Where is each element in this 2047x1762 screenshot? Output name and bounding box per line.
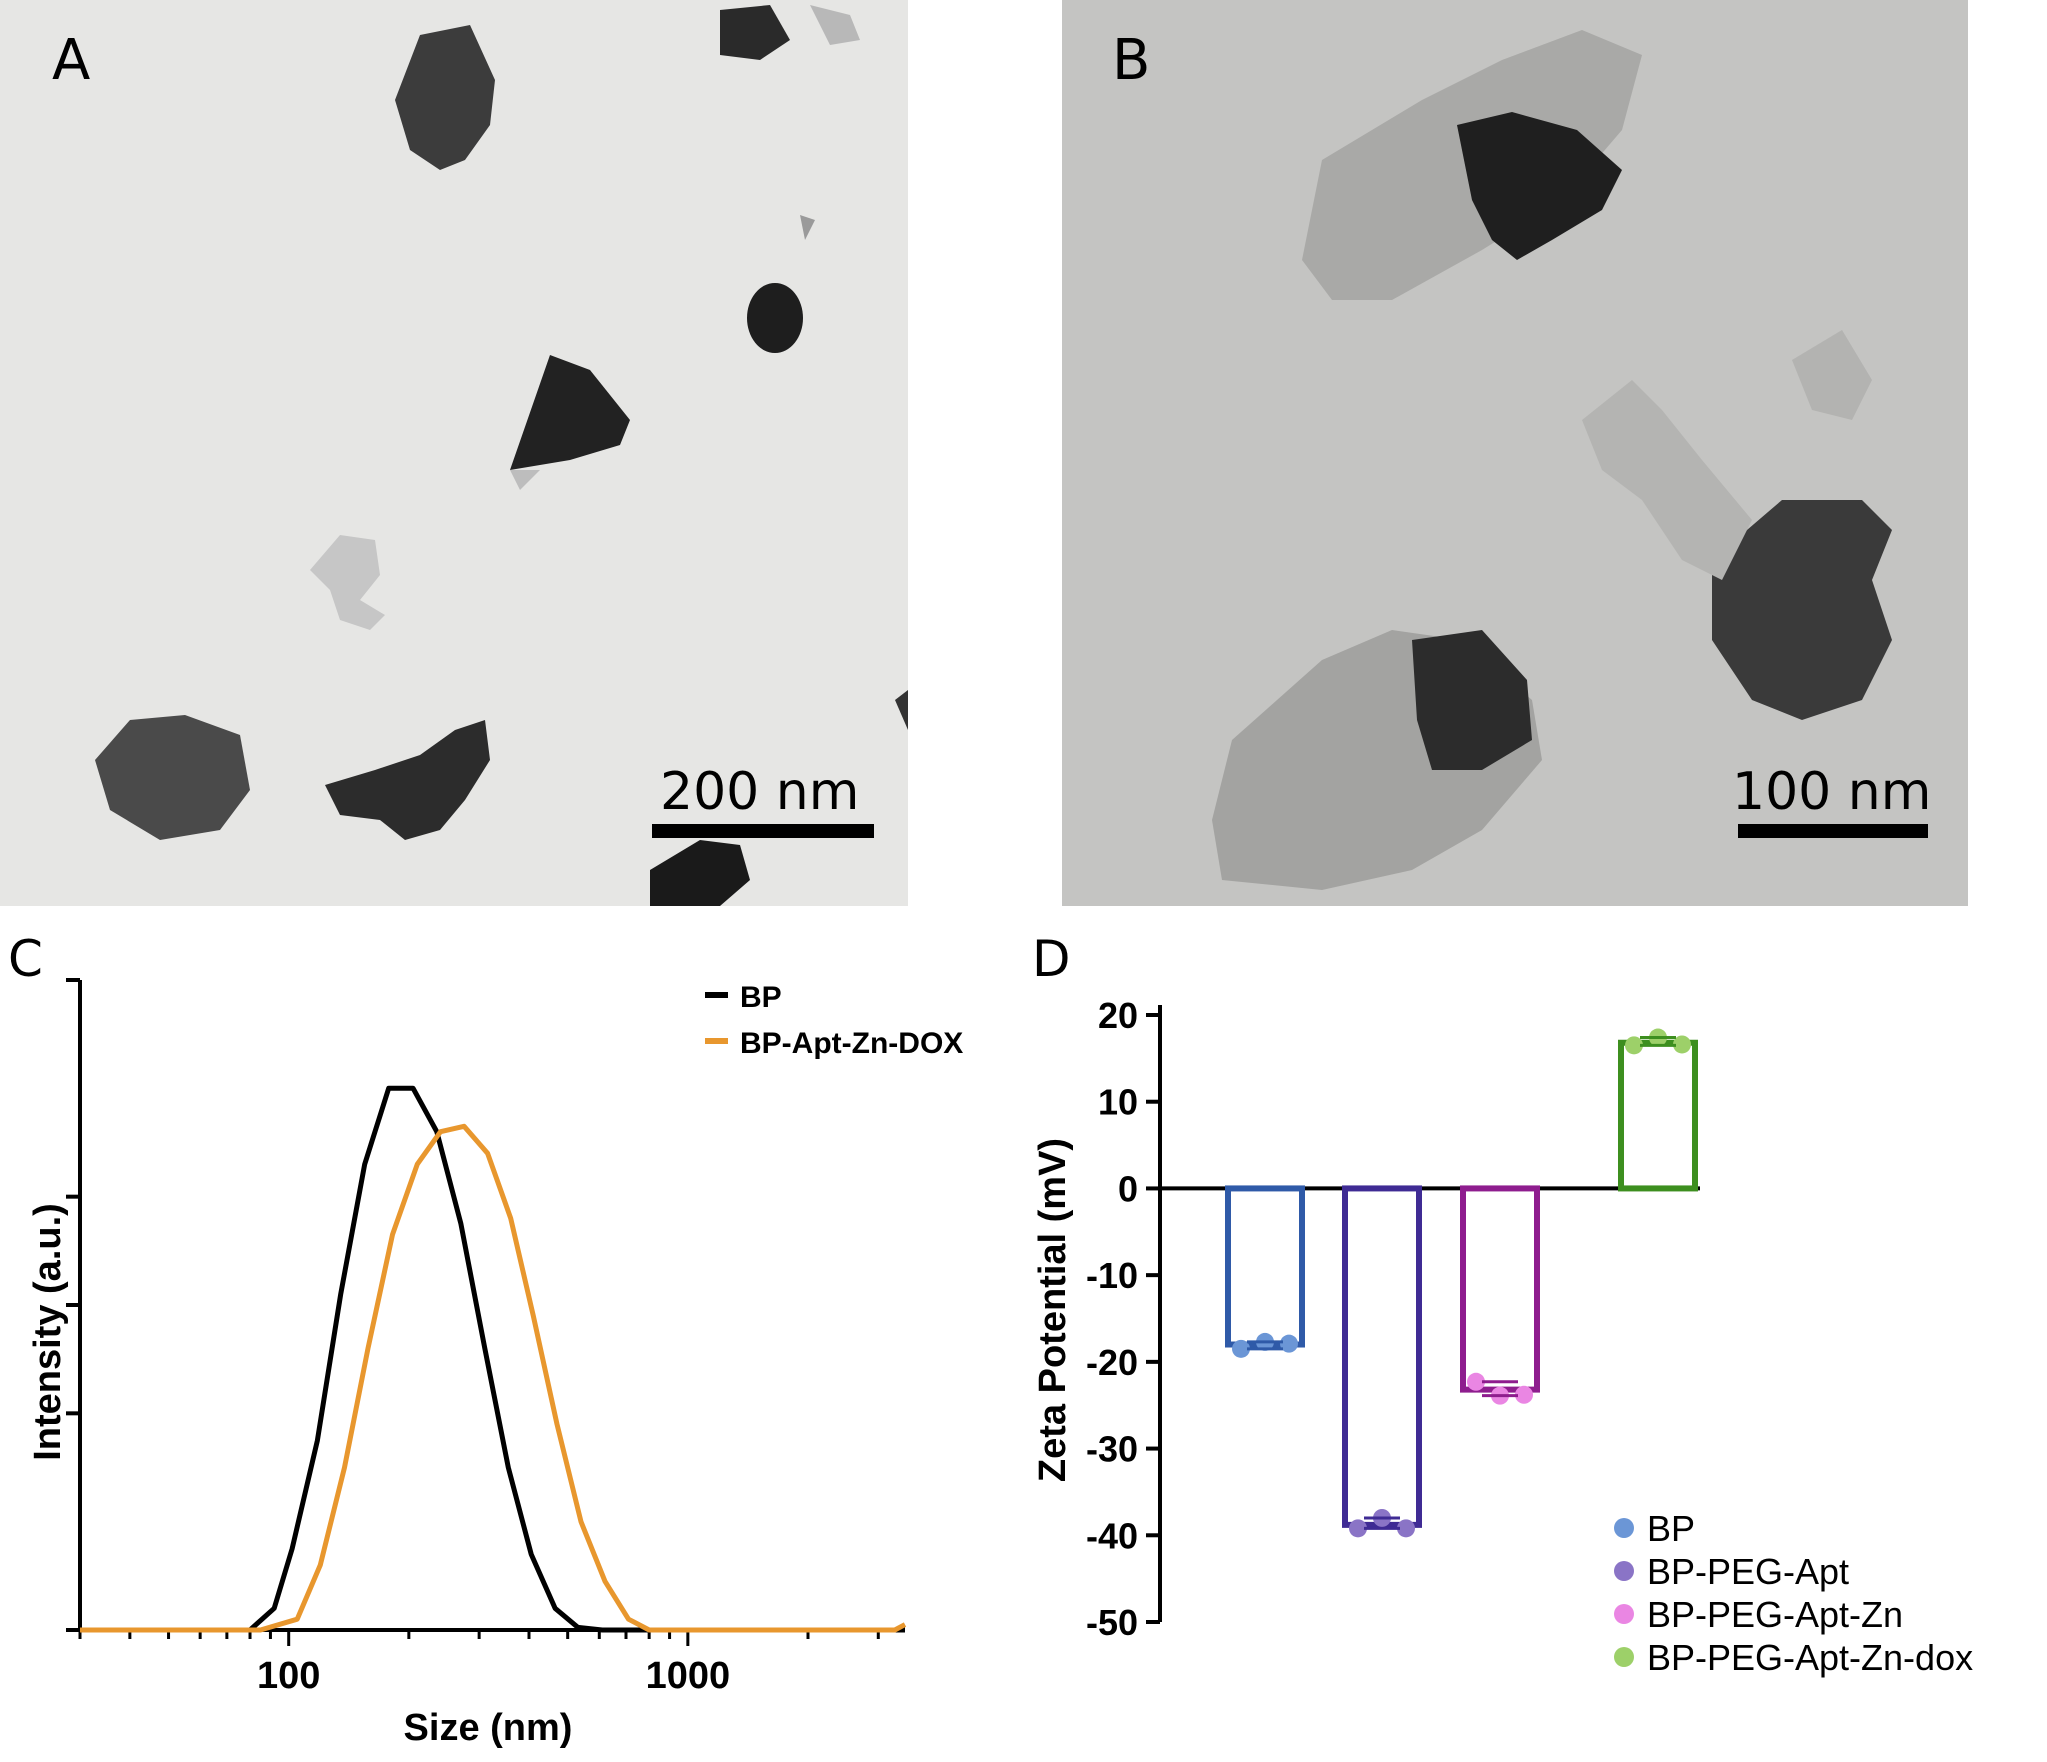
legend-label: BP xyxy=(1647,1508,1695,1549)
scale-bar-label-a: 200 nm xyxy=(660,762,860,822)
bar-bp-peg-apt-zn xyxy=(1460,1185,1540,1393)
panel-label-d: D xyxy=(1032,930,1071,988)
data-point xyxy=(1232,1339,1250,1358)
tem-particles-b xyxy=(1212,30,1892,890)
panel-label-b: B xyxy=(1112,28,1151,93)
bar-bp xyxy=(1225,1185,1305,1348)
legend: BPBP-PEG-AptBP-PEG-Apt-ZnBP-PEG-Apt-Zn-d… xyxy=(1614,1508,1973,1678)
bar-bp-peg-apt xyxy=(1342,1185,1422,1528)
scale-bar-b xyxy=(1738,824,1928,838)
legend-marker xyxy=(1614,1604,1634,1624)
tem-particles-a xyxy=(95,5,908,906)
zeta-potential-chart: 20 10 0 -10 -20 -30 -40 -50 Zeta Potential (mV)… xyxy=(1032,995,1973,1678)
y-axis-label: Intensity (a.u.) xyxy=(27,1203,69,1461)
tem-image-a: A 200 nm xyxy=(0,0,908,906)
data-point xyxy=(1397,1519,1415,1538)
legend-marker xyxy=(1614,1561,1634,1581)
x-tick-label: 1000 xyxy=(646,1655,731,1697)
legend: BP BP-Apt-Zn-DOX xyxy=(705,981,963,1060)
y-tick-label: -20 xyxy=(1086,1342,1138,1383)
y-tick-label: -30 xyxy=(1086,1429,1138,1470)
bar-bp-peg-apt-zn-dox xyxy=(1618,1039,1698,1192)
series-line-bp-apt-zn-dox xyxy=(80,1123,907,1633)
data-point xyxy=(1625,1036,1643,1055)
x-axis-label: Size (nm) xyxy=(404,1707,573,1749)
dls-size-chart: 100 1000 Size (nm) Intensity (a.u.) BP BP-… xyxy=(27,978,963,1749)
data-point xyxy=(1349,1519,1367,1538)
panel-label-c: C xyxy=(8,930,43,988)
legend-marker xyxy=(1614,1518,1634,1538)
series-line-bp xyxy=(80,1085,905,1633)
x-tick-label: 100 xyxy=(257,1655,320,1697)
y-tick-label: 0 xyxy=(1118,1168,1138,1209)
data-point xyxy=(1280,1334,1298,1353)
panel-label-a: A xyxy=(52,28,91,93)
y-tick-label: -40 xyxy=(1086,1515,1138,1556)
legend-label: BP xyxy=(740,981,782,1014)
y-axis-label: Zeta Potential (mV) xyxy=(1032,1138,1074,1482)
y-tick-label: -10 xyxy=(1086,1255,1138,1296)
y-tick-label: 10 xyxy=(1098,1082,1138,1123)
legend-label: BP-PEG-Apt-Zn-dox xyxy=(1647,1637,1973,1678)
y-tick-label: 20 xyxy=(1098,995,1138,1036)
data-point xyxy=(1515,1385,1533,1404)
legend-marker xyxy=(1614,1647,1634,1667)
scale-bar-label-b: 100 nm xyxy=(1732,762,1932,822)
tem-image-b: B 100 nm xyxy=(1062,0,1968,906)
data-point xyxy=(1673,1035,1691,1054)
data-point xyxy=(1467,1372,1485,1391)
scale-bar-a xyxy=(652,824,874,838)
y-tick-label: -50 xyxy=(1086,1602,1138,1643)
legend-label: BP-PEG-Apt-Zn xyxy=(1647,1594,1903,1635)
legend-label: BP-PEG-Apt xyxy=(1647,1551,1849,1592)
legend-label: BP-Apt-Zn-DOX xyxy=(740,1027,963,1060)
